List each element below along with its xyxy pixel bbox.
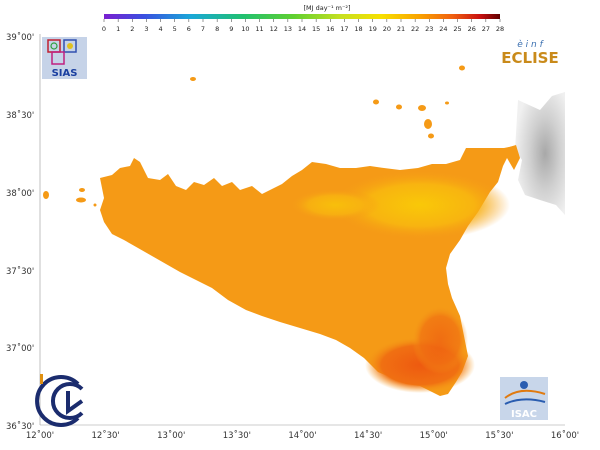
latitude-label: 39˚00' xyxy=(6,32,34,43)
isac-logo: ISAC xyxy=(500,377,548,420)
colorbar-tick-label: 25 xyxy=(453,25,461,33)
colorbar-tick-label: 22 xyxy=(411,25,419,33)
colorbar-tick-label: 20 xyxy=(383,25,391,33)
colorbar-tick-label: 16 xyxy=(326,25,334,33)
colorbar-tick-label: 10 xyxy=(241,25,249,33)
eclise-logo: è i n f ECLISE xyxy=(501,39,558,67)
islands xyxy=(43,65,465,207)
eclise-logo-small-text: è i n f xyxy=(517,39,544,50)
isac-logo-text: ISAC xyxy=(511,409,537,420)
calabria-terrain xyxy=(515,92,565,215)
longitude-label: 13˚00' xyxy=(157,430,185,441)
longitude-label: 14˚00' xyxy=(288,430,316,441)
latitude-labels: 39˚00' 38˚30' 38˚00' 37˚30' 37˚00' 36˚30' xyxy=(6,32,34,432)
longitude-label: 16˚00' xyxy=(551,430,579,441)
latitude-label: 37˚00' xyxy=(6,343,34,354)
island-ustica xyxy=(190,77,196,81)
island-favignana xyxy=(76,197,86,203)
colorbar-tick-label: 8 xyxy=(215,25,219,33)
longitude-label: 15˚30' xyxy=(485,430,513,441)
island-vulcano xyxy=(428,133,434,139)
colorbar-ramp xyxy=(104,14,500,19)
island-stromboli xyxy=(459,65,465,71)
south-east-zone-2 xyxy=(412,306,468,374)
colorbar-tick-label: 4 xyxy=(159,25,163,33)
colorbar-tick-label: 26 xyxy=(468,25,476,33)
island-filicudi xyxy=(396,104,402,110)
longitude-label: 12˚30' xyxy=(92,430,120,441)
colorbar-tick-label: 5 xyxy=(173,25,177,33)
cnr-logo xyxy=(35,374,84,427)
longitude-label: 15˚00' xyxy=(420,430,448,441)
island-panarea xyxy=(445,101,449,105)
calabria-coast xyxy=(506,145,520,170)
sias-logo: SIAS xyxy=(42,37,87,79)
longitude-label: 14˚30' xyxy=(354,430,382,441)
colorbar-tick-label: 14 xyxy=(298,25,306,33)
colorbar-tick-label: 6 xyxy=(187,25,191,33)
colorbar-tick-label: 2 xyxy=(130,25,134,33)
colorbar-tick-label: 17 xyxy=(340,25,348,33)
island-levanzo xyxy=(79,188,85,192)
latitude-label: 38˚30' xyxy=(6,110,34,121)
longitude-labels: 12˚00' 12˚30' 13˚00' 13˚30' 14˚00' 14˚30' 15˚0… xyxy=(26,430,579,441)
colorbar-tick-label: 28 xyxy=(496,25,504,33)
frame xyxy=(39,34,565,426)
longitude-label: 12˚00' xyxy=(26,430,54,441)
colorbar-tick-label: 13 xyxy=(284,25,292,33)
high-radiation-zone-2 xyxy=(290,189,380,221)
colorbar-tick-label: 11 xyxy=(255,25,263,33)
colorbar-unit-label: [MJ day⁻¹ m⁻²] xyxy=(303,4,350,12)
island-lipari xyxy=(424,119,432,129)
island-alicudi xyxy=(373,99,379,105)
latitude-label: 38˚00' xyxy=(6,188,34,199)
colorbar-tick-label: 21 xyxy=(397,25,405,33)
high-radiation-zone xyxy=(330,170,510,240)
eclise-logo-text: ECLISE xyxy=(501,49,558,67)
latitude-label: 37˚30' xyxy=(6,266,34,277)
colorbar-tick-label: 1 xyxy=(116,25,120,33)
colorbar-tick-label: 0 xyxy=(102,25,106,33)
colorbar-tick-label: 7 xyxy=(201,25,205,33)
island-salina xyxy=(418,105,426,111)
colorbar-tick-label: 12 xyxy=(270,25,278,33)
colorbar-tick-label: 23 xyxy=(425,25,433,33)
colorbar-tick-label: 9 xyxy=(229,25,233,33)
colorbar: [MJ day⁻¹ m⁻²] 0 1 2 3 4 5 6 7 8 9 10 11 12 13 14 15 16 1… xyxy=(102,4,504,33)
longitude-label: 13˚30' xyxy=(223,430,251,441)
colorbar-tick-label: 27 xyxy=(482,25,490,33)
island-marettimo xyxy=(43,191,49,199)
colorbar-tick-labels: 0 1 2 3 4 5 6 7 8 9 10 11 12 13 14 15 16 17 18 19 20 21 22 23 24… xyxy=(102,19,504,33)
latitude-label: 36˚30' xyxy=(6,421,34,432)
sias-logo-text: SIAS xyxy=(52,68,78,79)
island-small xyxy=(93,203,97,207)
colorbar-tick-label: 19 xyxy=(369,25,377,33)
map-area xyxy=(40,34,565,425)
colorbar-tick-label: 24 xyxy=(439,25,447,33)
colorbar-tick-label: 15 xyxy=(312,25,320,33)
colorbar-tick-label: 18 xyxy=(354,25,362,33)
colorbar-tick-label: 3 xyxy=(144,25,148,33)
